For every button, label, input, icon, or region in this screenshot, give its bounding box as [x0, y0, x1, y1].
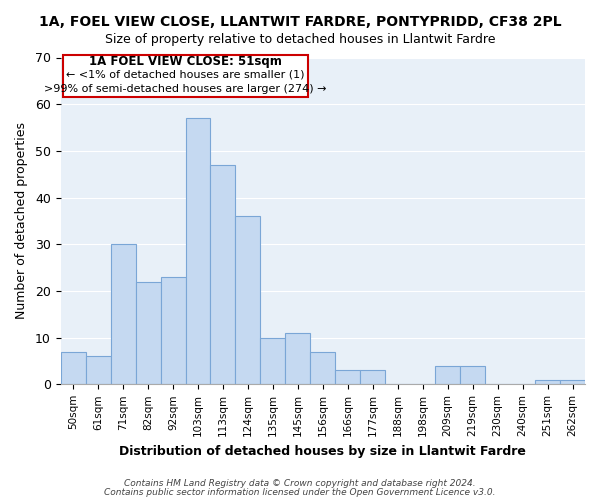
- Bar: [61, 352, 86, 384]
- Bar: [260, 338, 286, 384]
- Bar: [235, 216, 260, 384]
- Bar: [310, 352, 335, 384]
- Text: >99% of semi-detached houses are larger (274) →: >99% of semi-detached houses are larger …: [44, 84, 327, 94]
- Bar: [560, 380, 585, 384]
- Bar: [335, 370, 360, 384]
- Bar: [110, 244, 136, 384]
- Bar: [286, 333, 310, 384]
- Text: 1A FOEL VIEW CLOSE: 51sqm: 1A FOEL VIEW CLOSE: 51sqm: [89, 54, 282, 68]
- Bar: [185, 118, 211, 384]
- Text: Size of property relative to detached houses in Llantwit Fardre: Size of property relative to detached ho…: [105, 32, 495, 46]
- Bar: [86, 356, 110, 384]
- Bar: [435, 366, 460, 384]
- X-axis label: Distribution of detached houses by size in Llantwit Fardre: Distribution of detached houses by size …: [119, 444, 526, 458]
- Text: Contains public sector information licensed under the Open Government Licence v3: Contains public sector information licen…: [104, 488, 496, 497]
- Bar: [360, 370, 385, 384]
- Bar: [161, 277, 185, 384]
- Text: ← <1% of detached houses are smaller (1): ← <1% of detached houses are smaller (1): [66, 70, 305, 80]
- Text: 1A, FOEL VIEW CLOSE, LLANTWIT FARDRE, PONTYPRIDD, CF38 2PL: 1A, FOEL VIEW CLOSE, LLANTWIT FARDRE, PO…: [38, 15, 562, 29]
- Text: Contains HM Land Registry data © Crown copyright and database right 2024.: Contains HM Land Registry data © Crown c…: [124, 479, 476, 488]
- Bar: [136, 282, 161, 385]
- FancyBboxPatch shape: [63, 55, 308, 97]
- Bar: [535, 380, 560, 384]
- Bar: [211, 165, 235, 384]
- Y-axis label: Number of detached properties: Number of detached properties: [15, 122, 28, 320]
- Bar: [460, 366, 485, 384]
